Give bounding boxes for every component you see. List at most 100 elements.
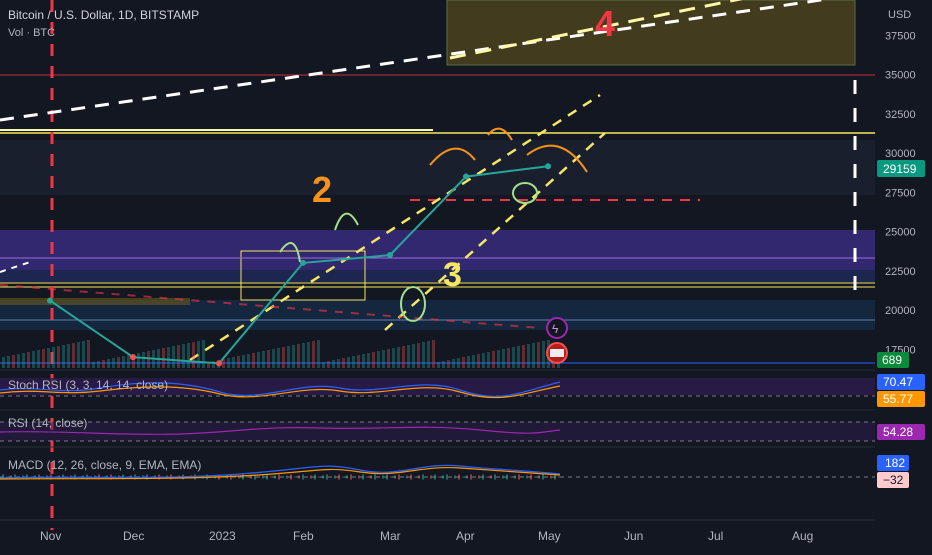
volume-bar [377,351,380,368]
time-tick-1: Dec [123,529,144,543]
macd-hist-bar [402,476,404,478]
macd-hist-bar [254,474,256,480]
macd-badge [877,455,909,471]
macd-hist-bar [298,475,300,479]
lightning-glyph: ϟ [552,322,559,336]
macd-hist-bar [278,474,280,480]
last-price-badge [877,160,925,177]
macd-hist-bar [18,476,20,478]
volume-bar [442,361,445,368]
wave-label-3: 3 [443,256,462,294]
volume-bar [277,348,280,368]
volume-bar [177,345,180,368]
macd-hist-bar [14,474,16,480]
price-point-0 [47,297,53,304]
stoch-rsi-label: Stoch RSI (3, 3, 14, 14, close) [8,378,169,392]
volume-bar [457,358,460,368]
volume-bar [287,346,290,368]
volume-bar [347,357,350,368]
macd-hist-bar [506,474,508,480]
macd-hist-bar [518,474,520,480]
macd-hist-bar [2,474,4,480]
macd-hist-bar [190,475,192,479]
macd-hist-bar [482,474,484,480]
time-axis-ticks: Nov Dec 2023 Feb Mar Apr May Jun Jul Aug [40,529,813,543]
macd-hist-bar [242,474,244,480]
volume-bar [487,352,490,368]
volume-bar [427,341,430,368]
volume-label: Vol · BTC [8,27,56,39]
macd-hist-bar [322,475,324,479]
volume-bar [2,357,5,368]
time-tick-0: Nov [40,529,61,543]
price-point-3 [300,259,306,266]
volume-bar [197,341,200,368]
macd-hist-bar [382,475,384,479]
macd-hist-bar [490,475,492,479]
macd-hist-bar [474,476,476,478]
macd-hist-bar [446,474,448,480]
price-tick-1: 35000 [885,70,916,82]
macd-signal-line [0,466,561,480]
macd-hist-bar [366,476,368,478]
grey-zone [0,140,875,195]
volume-bar [307,342,310,368]
volume-bar [462,357,465,368]
arc-1 [429,147,476,166]
price-tick-2: 32500 [885,109,916,121]
volume-bar [42,349,45,368]
macd-hist-bar [546,476,548,478]
volume-bar [312,341,315,368]
macd-hist-bar [434,474,436,480]
volume-bar [142,352,145,368]
volume-bar [207,362,210,368]
volume-bar [342,358,345,368]
volume-bar [132,354,135,368]
price-tick-7: 20000 [885,305,916,317]
left-white-dashed [0,261,31,273]
volume-bar [522,345,525,368]
price-point-1 [130,354,136,361]
rsi-band [0,422,875,441]
volume-bar [147,351,150,368]
macd-hist-bar [502,475,504,479]
macd-hist-bar [246,476,248,478]
volume-bar [172,346,175,368]
macd-hist-bar [250,475,252,479]
macd-hist-bar [466,475,468,479]
wave-label-2: 2 [312,169,332,210]
volume-bars [2,340,560,368]
volume-badge [877,352,909,368]
volume-bar [187,343,190,368]
volume-bar [97,361,100,368]
macd-hist-bar [554,474,556,480]
macd-hist-bar [6,476,8,478]
lightning-icon[interactable] [546,317,568,339]
macd-hist-bar [266,474,268,480]
volume-bar [112,358,115,368]
volume-bar [247,354,250,368]
macd-hist-bar [330,476,332,478]
volume-bar [227,358,230,368]
macd-hist-bar [362,474,364,480]
macd-hist-bar [358,475,360,479]
volume-bar [502,349,505,368]
us-flag-stripes [550,349,564,357]
volume-bar [257,352,260,368]
volume-bar [512,347,515,368]
circle-bottom [400,286,426,322]
macd-hist-bar [498,476,500,478]
volume-bar [127,355,130,368]
stoch-band [0,378,875,395]
macd-hist-bar [354,476,356,478]
volume-bar [332,360,335,368]
arc-green-2 [279,242,301,263]
macd-hist-bar [558,476,560,478]
macd-hist-bar [450,476,452,478]
wave-label-4: 4 [595,3,615,44]
currency-label: USD [888,9,911,21]
time-tick-5: Apr [456,529,475,543]
volume-bar [482,353,485,368]
